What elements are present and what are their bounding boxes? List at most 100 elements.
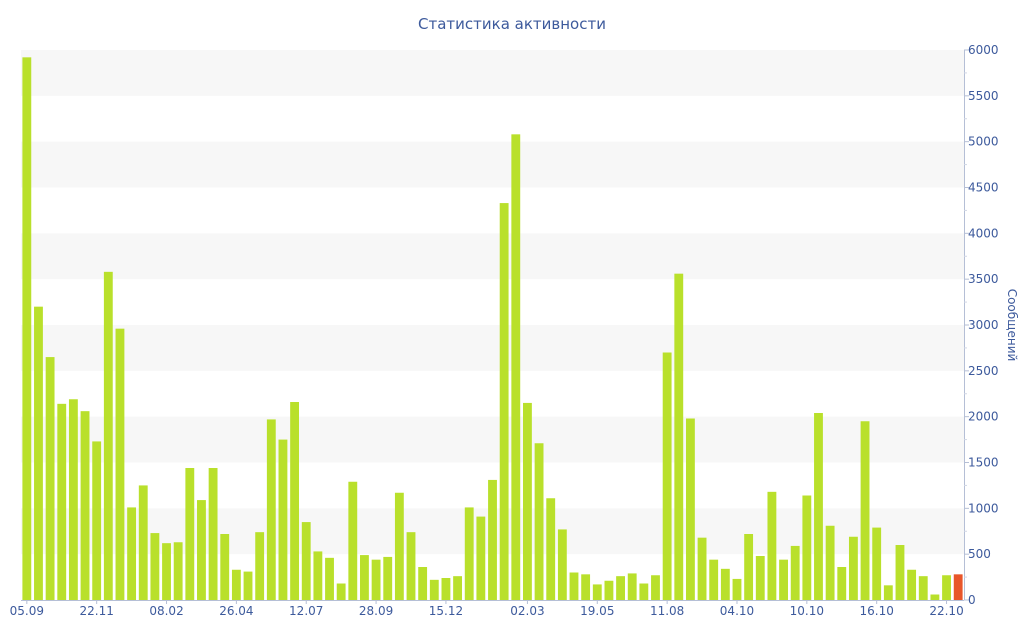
bar[interactable] — [476, 516, 486, 600]
bar[interactable] — [68, 399, 78, 600]
bar[interactable] — [45, 357, 55, 600]
bar[interactable] — [371, 559, 381, 600]
bar[interactable] — [115, 328, 125, 600]
y-axis-ticks: 0 500 1000 1500 2000 2500 3000 3500 4000 4500 5000… — [964, 43, 999, 607]
x-tick-label: 02.03 — [510, 604, 544, 618]
bar[interactable] — [220, 534, 230, 600]
bar[interactable] — [313, 551, 323, 600]
bar[interactable] — [278, 439, 288, 600]
bar[interactable] — [814, 413, 823, 600]
bar[interactable] — [697, 537, 707, 600]
bar[interactable] — [534, 443, 544, 600]
bar[interactable] — [162, 543, 171, 600]
bar[interactable] — [895, 545, 905, 600]
bar[interactable] — [34, 306, 43, 600]
bar[interactable] — [348, 481, 358, 600]
bar[interactable] — [674, 273, 684, 600]
bar[interactable] — [592, 584, 602, 600]
bar[interactable] — [301, 522, 311, 600]
bar[interactable] — [802, 495, 812, 601]
x-tick-label: 22.10 — [929, 604, 963, 618]
bar[interactable] — [720, 568, 730, 600]
bar[interactable] — [231, 569, 241, 600]
bar[interactable] — [173, 542, 183, 600]
bar[interactable] — [732, 578, 742, 600]
bar[interactable] — [755, 556, 765, 600]
bar[interactable] — [569, 572, 579, 601]
bar[interactable] — [499, 203, 509, 600]
bar[interactable] — [860, 421, 870, 600]
bar[interactable] — [266, 419, 276, 600]
bar[interactable] — [103, 271, 113, 600]
bar[interactable] — [394, 492, 404, 600]
bar[interactable] — [837, 567, 847, 600]
bar[interactable] — [383, 556, 393, 600]
bars — [22, 57, 963, 601]
grid-band — [21, 50, 964, 96]
bar[interactable] — [523, 402, 532, 600]
bar[interactable] — [744, 534, 754, 600]
bar[interactable] — [639, 583, 649, 601]
bar[interactable] — [581, 574, 591, 600]
bar[interactable] — [138, 485, 148, 600]
bar[interactable] — [942, 575, 951, 600]
x-tick-label: 10.10 — [790, 604, 824, 618]
x-tick-label: 15.12 — [429, 604, 463, 618]
bar[interactable] — [453, 576, 462, 600]
bar[interactable] — [825, 525, 835, 600]
x-tick-label: 04.10 — [720, 604, 754, 618]
bar[interactable] — [290, 402, 300, 600]
bar[interactable] — [429, 579, 439, 600]
bar[interactable] — [767, 491, 777, 600]
bar[interactable] — [627, 573, 637, 600]
bar[interactable] — [150, 533, 160, 600]
bar[interactable] — [872, 527, 882, 600]
bar[interactable] — [616, 576, 625, 600]
bar[interactable] — [883, 585, 893, 600]
bar[interactable] — [197, 500, 206, 600]
bar[interactable] — [57, 403, 67, 600]
bar[interactable] — [243, 571, 253, 600]
bar[interactable] — [92, 441, 102, 600]
bar[interactable] — [685, 418, 695, 601]
bar[interactable] — [546, 498, 556, 600]
x-tick-label: 08.02 — [149, 604, 183, 618]
grid-band — [21, 141, 964, 188]
bar[interactable] — [325, 557, 334, 600]
chart-title: Статистика активности — [418, 15, 606, 33]
bar-current[interactable] — [953, 574, 963, 600]
bar[interactable] — [790, 545, 800, 600]
y-axis-title: Сообщений — [1005, 289, 1019, 362]
bar[interactable] — [406, 532, 416, 600]
bar[interactable] — [918, 576, 928, 600]
y-tick-label: 4500 — [968, 181, 999, 195]
bar[interactable] — [336, 583, 346, 601]
y-tick-label: 2000 — [968, 410, 999, 424]
bar[interactable] — [80, 411, 90, 600]
bar[interactable] — [255, 532, 265, 600]
x-axis-ticks: 05.09 22.11 08.02 26.04 12.07 28.09 15.12 02.03… — [10, 600, 964, 618]
bar[interactable] — [557, 529, 567, 600]
bar[interactable] — [208, 468, 218, 600]
bar[interactable] — [441, 578, 451, 600]
bar[interactable] — [651, 575, 660, 600]
x-tick-label: 26.04 — [219, 604, 253, 618]
y-tick-label: 5000 — [968, 135, 999, 149]
bar[interactable] — [511, 134, 521, 600]
bar[interactable] — [848, 536, 858, 600]
y-tick-label: 3000 — [968, 318, 999, 332]
bar[interactable] — [779, 559, 788, 600]
bar[interactable] — [930, 594, 940, 601]
bar[interactable] — [418, 567, 428, 600]
bar[interactable] — [127, 507, 137, 600]
bar[interactable] — [360, 555, 369, 600]
bar[interactable] — [464, 507, 474, 600]
bar[interactable] — [185, 468, 195, 600]
bar[interactable] — [488, 479, 497, 600]
bar[interactable] — [22, 57, 32, 600]
bar[interactable] — [604, 580, 614, 600]
bar[interactable] — [709, 559, 719, 600]
bar[interactable] — [907, 569, 917, 600]
bar[interactable] — [662, 352, 672, 601]
